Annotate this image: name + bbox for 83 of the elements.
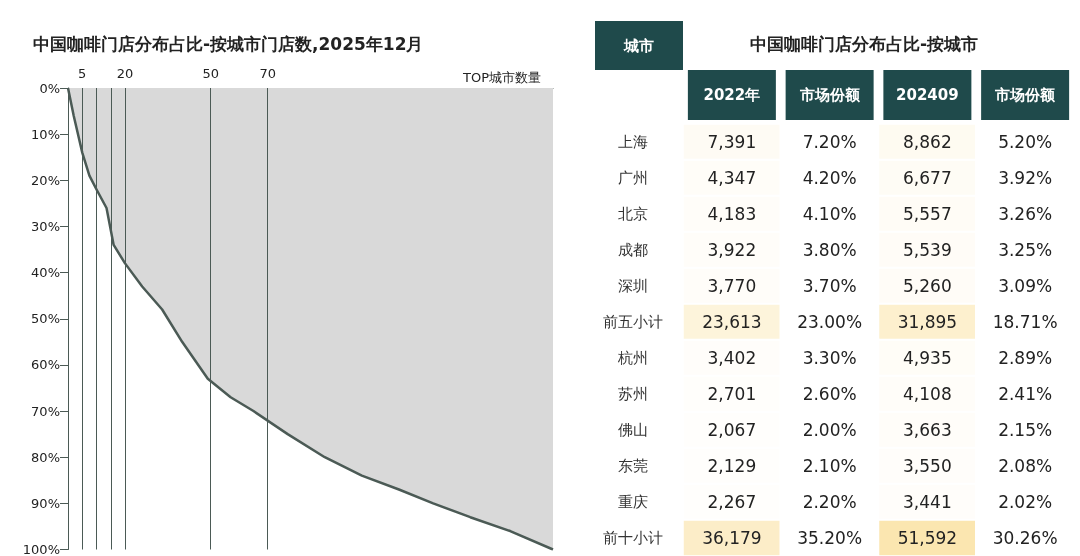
data-label: 2.89% [998, 348, 1053, 368]
data-label: 36,179 [702, 528, 762, 548]
data-label: 4,183 [707, 204, 757, 224]
y-tick-label: 10% [31, 126, 60, 142]
data-label: 3.09% [998, 276, 1053, 296]
data-label: 23.00% [797, 312, 863, 332]
y-tick-label: 苏州 [618, 385, 648, 403]
data-label: 6,677 [903, 168, 952, 188]
y-tick-label: 前十小计 [603, 529, 663, 547]
y-tick-label: 70% [31, 403, 60, 419]
y-tick-label: 北京 [618, 205, 648, 223]
x-tick-label: 50 [202, 66, 219, 81]
data-label: 35.20% [797, 528, 863, 548]
y-tick-label: 90% [31, 495, 60, 511]
x-tick-label: 202409 [896, 86, 959, 104]
x-tick-label: 2022年 [703, 86, 761, 104]
y-tick-label: 东莞 [618, 457, 648, 475]
data-label: 4,935 [903, 348, 952, 368]
x-tick-label: 20 [116, 66, 134, 81]
data-label: 2.41% [998, 384, 1053, 404]
data-label: 51,592 [897, 528, 958, 548]
y-tick-label: 20% [31, 172, 60, 188]
data-label: 3.70% [802, 276, 857, 296]
data-label: 4.10% [802, 204, 857, 224]
y-tick-label: 上海 [618, 133, 648, 151]
x-axis-title: TOP城市数量 [462, 70, 542, 85]
data-label: 5,260 [903, 276, 952, 296]
y-tick-label: 60% [31, 357, 60, 373]
data-label: 7,391 [707, 132, 757, 152]
data-label: 23,613 [702, 312, 762, 332]
data-label: 5,539 [903, 240, 952, 260]
data-label: 31,895 [897, 312, 958, 332]
data-label: 4,347 [707, 168, 757, 188]
data-label: 3.92% [998, 168, 1053, 188]
x-tick-label: 市场份额 [994, 86, 1057, 104]
data-label: 2.08% [998, 456, 1053, 476]
data-label: 2.15% [998, 420, 1053, 440]
data-label: 3,441 [903, 492, 952, 512]
data-label: 4.20% [802, 168, 857, 188]
data-label: 3,922 [707, 240, 757, 260]
data-label: 5,557 [903, 204, 952, 224]
data-label: 3,663 [903, 420, 952, 440]
data-label: 3.25% [998, 240, 1053, 260]
y-tick-label: 重庆 [618, 493, 648, 511]
y-tick-label: 广州 [618, 169, 648, 187]
chart-title: 中国咖啡门店分布占比-按城市门店数,2025年12月 [33, 33, 424, 54]
y-tick-label: 80% [31, 449, 60, 465]
x-tick-label: 70 [259, 66, 276, 81]
y-tick-label: 前五小计 [603, 313, 663, 331]
data-label: 2.20% [802, 492, 857, 512]
y-tick-label: 成都 [618, 241, 648, 259]
data-label: 2.00% [802, 420, 857, 440]
data-label: 2,701 [707, 384, 757, 404]
data-label: 3.30% [802, 348, 857, 368]
data-label: 4,108 [903, 384, 952, 404]
data-label: 30.26% [992, 528, 1058, 548]
data-label: 7.20% [802, 132, 857, 152]
chart-title: 中国咖啡门店分布占比-按城市 [750, 33, 979, 54]
y-tick-label: 0% [39, 80, 60, 96]
y-tick-label: 深圳 [618, 277, 648, 295]
data-label: 2.60% [802, 384, 857, 404]
data-label: 2,267 [707, 492, 757, 512]
data-label: 3.80% [802, 240, 857, 260]
data-label: 18.71% [992, 312, 1058, 332]
x-tick-label: 5 [78, 66, 87, 81]
data-label: 3,770 [707, 276, 757, 296]
data-label: 2,067 [707, 420, 757, 440]
y-axis-title: 城市 [623, 36, 654, 55]
y-tick-label: 40% [31, 265, 60, 281]
y-tick-label: 杭州 [617, 349, 648, 367]
data-label: 3,550 [903, 456, 952, 476]
y-tick-label: 30% [31, 218, 60, 234]
data-label: 3,402 [707, 348, 757, 368]
y-tick-label: 佛山 [618, 421, 648, 439]
data-label: 8,862 [903, 132, 952, 152]
data-label: 2.02% [998, 492, 1053, 512]
y-tick-label: 100% [22, 542, 60, 556]
data-label: 5.20% [998, 132, 1053, 152]
data-label: 2.10% [802, 456, 857, 476]
y-tick-label: 50% [31, 311, 60, 327]
x-tick-label: 市场份额 [798, 86, 861, 104]
data-label: 2,129 [707, 456, 757, 476]
data-label: 3.26% [998, 204, 1053, 224]
